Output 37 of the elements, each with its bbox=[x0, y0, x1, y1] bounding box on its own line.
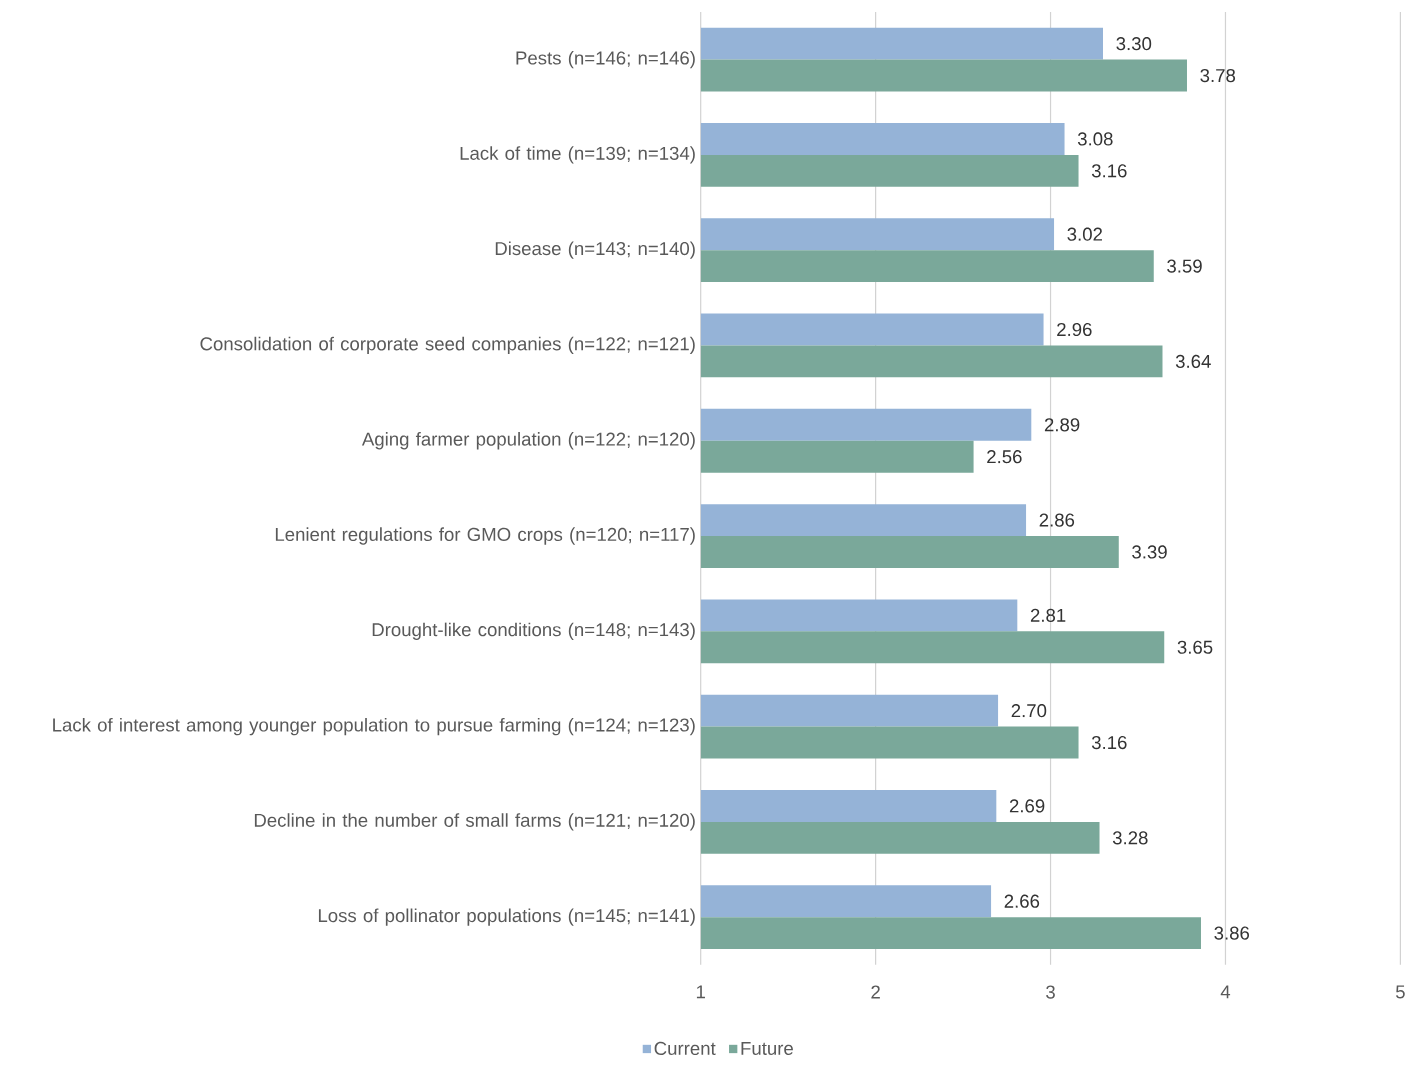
data-label: 2.69 bbox=[1009, 799, 1045, 813]
y-tick-label: Decline in the number of small farms (n=121; n=120) bbox=[254, 812, 695, 831]
data-label: 3.28 bbox=[1112, 831, 1148, 845]
data-label: 3.64 bbox=[1175, 354, 1211, 368]
data-label: 3.65 bbox=[1177, 640, 1213, 654]
y-tick-label: Lack of interest among younger population to pursue farming (n=124; n=123) bbox=[53, 717, 695, 736]
y-tick-label: Consolidation of corporate seed companies (n=122; n=121) bbox=[200, 336, 695, 354]
y-tick-label: Loss of pollinator populations (n=145; n=141) bbox=[318, 908, 695, 926]
data-label: 2.66 bbox=[1004, 894, 1040, 908]
y-tick-label: Disease (n=143; n=140) bbox=[495, 241, 695, 259]
legend-label: Current bbox=[654, 1041, 716, 1055]
legend-label: Future bbox=[741, 1041, 793, 1055]
data-label: 3.30 bbox=[1116, 36, 1152, 50]
y-tick-label: Aging farmer population (n=122; n=120) bbox=[361, 431, 695, 450]
y-tick-label: Lack of time (n=139; n=134) bbox=[460, 145, 695, 164]
data-label: 3.86 bbox=[1214, 926, 1250, 940]
data-label: 2.96 bbox=[1057, 322, 1092, 336]
y-tick-label: Drought-like conditions (n=148; n=143) bbox=[372, 622, 695, 640]
data-label: 3.59 bbox=[1167, 259, 1202, 273]
data-label: 3.78 bbox=[1200, 68, 1236, 82]
data-label: 2.70 bbox=[1011, 703, 1047, 718]
data-label: 2.89 bbox=[1044, 417, 1080, 432]
x-tick-label: 1 bbox=[696, 985, 705, 999]
data-label: 2.56 bbox=[987, 449, 1022, 464]
data-label: 3.16 bbox=[1091, 163, 1127, 178]
data-label: 2.81 bbox=[1030, 608, 1066, 622]
y-tick-label: Lenient regulations for GMO crops (n=120; n=117) bbox=[275, 527, 695, 545]
x-tick-label: 2 bbox=[871, 985, 880, 999]
y-tick-label: Pests (n=146; n=146) bbox=[516, 50, 695, 69]
data-label: 2.86 bbox=[1039, 513, 1075, 527]
x-tick-label: 3 bbox=[1046, 985, 1055, 999]
data-label: 3.08 bbox=[1077, 132, 1113, 146]
x-tick-label: 5 bbox=[1395, 985, 1405, 999]
data-label: 3.39 bbox=[1132, 545, 1167, 559]
data-label: 3.16 bbox=[1091, 735, 1127, 749]
x-tick-label: 4 bbox=[1220, 985, 1231, 999]
data-label: 3.02 bbox=[1067, 227, 1102, 241]
